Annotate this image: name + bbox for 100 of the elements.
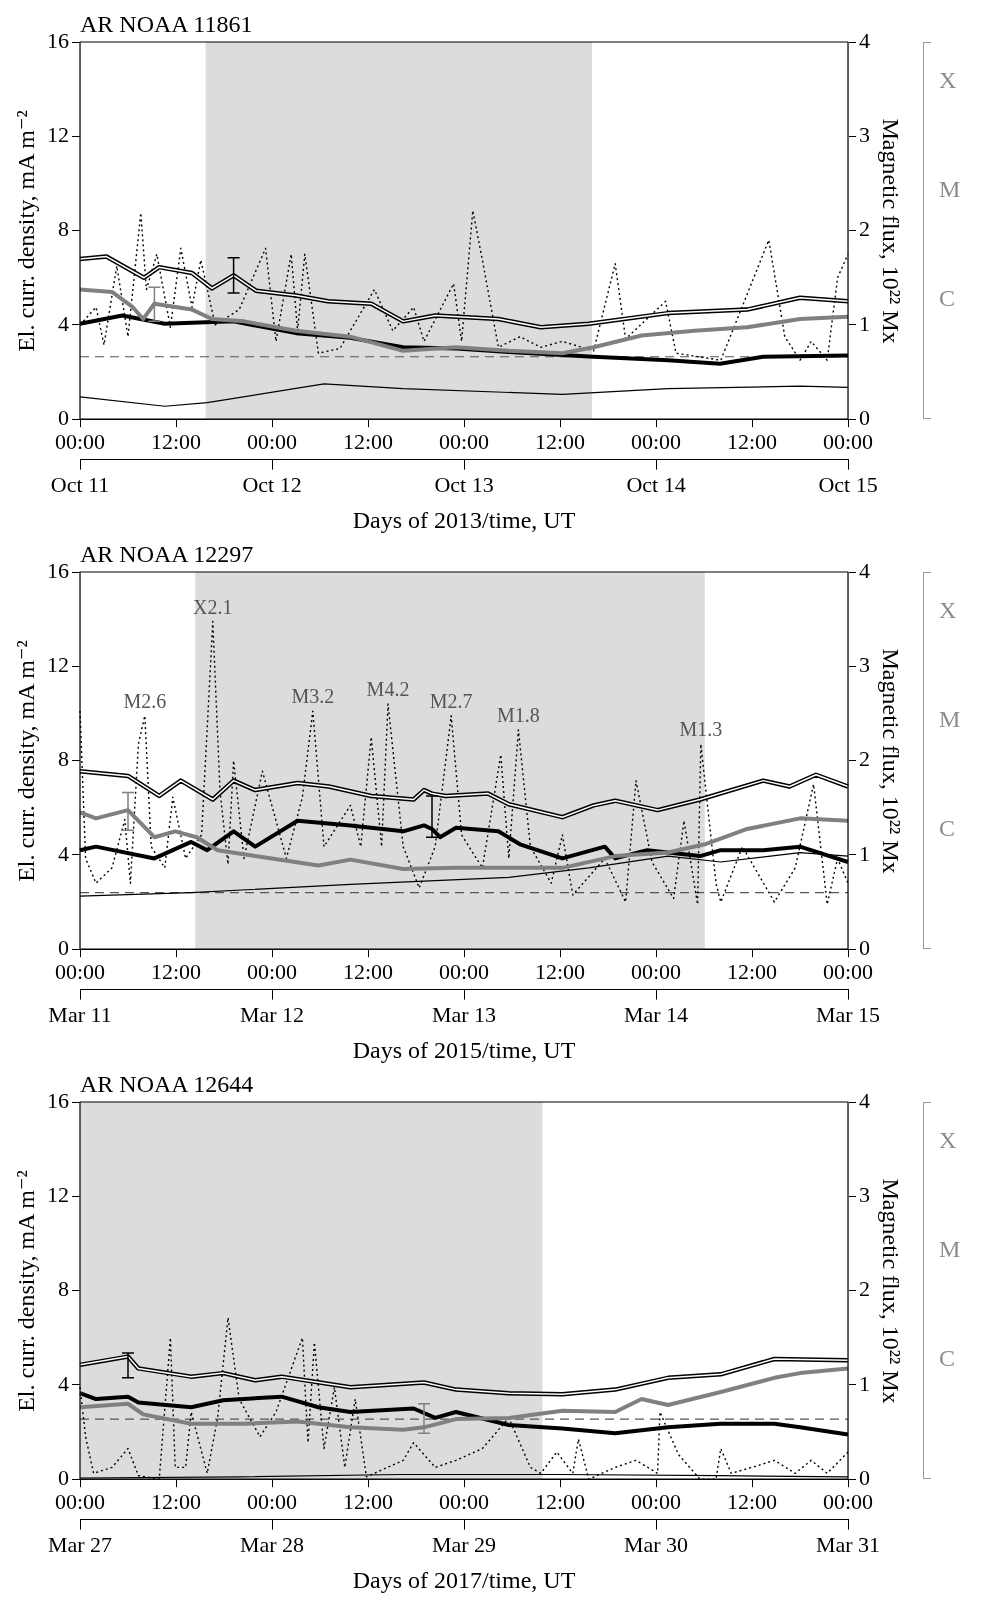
x-tick-label: 12:00	[150, 429, 202, 455]
x2-tick-label: Mar 29	[431, 1531, 497, 1557]
x-tick-label: 00:00	[54, 959, 106, 985]
x-tick-label: 12:00	[534, 429, 586, 455]
y2-axis-title: Magnetic flux, 10²² Mx	[877, 118, 905, 344]
annotation: M2.6	[123, 690, 167, 713]
x-tick-label: 00:00	[630, 429, 682, 455]
annotation: M2.7	[429, 690, 473, 713]
annotation: M1.3	[679, 718, 723, 741]
y-tick-label: 0	[58, 934, 69, 960]
y2-tick-label: 2	[859, 216, 870, 242]
x-tick-label: 12:00	[726, 959, 778, 985]
y-tick-label: 16	[47, 1087, 69, 1113]
y-tick-label: 4	[58, 310, 69, 336]
y2-tick-label: 0	[859, 934, 870, 960]
y-tick-label: 12	[47, 122, 69, 148]
text: X	[939, 65, 957, 94]
text: X	[939, 595, 957, 624]
x-tick-label: 00:00	[438, 429, 490, 455]
y2-tick-label: 2	[859, 746, 870, 772]
y2-tick-label: 4	[859, 1087, 870, 1113]
annotation: M3.2	[291, 685, 335, 708]
y2-axis-title: Magnetic flux, 10²² Mx	[877, 648, 905, 874]
y2-tick-label: 1	[859, 310, 870, 336]
y-tick-label: 4	[58, 1370, 69, 1396]
y-axis-title: El. curr. density, mA m⁻²	[12, 639, 40, 882]
x-tick-label: 12:00	[726, 1489, 778, 1515]
y2-tick-label: 3	[859, 652, 870, 678]
x-tick-label: 00:00	[246, 959, 298, 985]
y-tick-label: 12	[47, 652, 69, 678]
y-tick-label: 12	[47, 1182, 69, 1208]
x-axis-title: Days of 2015/time, UT	[352, 1036, 576, 1064]
x-tick-label: 00:00	[54, 1489, 106, 1515]
annotation: M4.2	[366, 678, 410, 701]
x-tick-label: 12:00	[150, 959, 202, 985]
y-tick-label: 16	[47, 557, 69, 583]
x-tick-label: 00:00	[630, 959, 682, 985]
x2-tick-label: Oct 11	[50, 471, 110, 497]
x-tick-label: 00:00	[246, 1489, 298, 1515]
x-tick-label: 00:00	[630, 1489, 682, 1515]
x-tick-label: 12:00	[150, 1489, 202, 1515]
y-tick-label: 8	[58, 746, 69, 772]
x-tick-label: 00:00	[822, 1489, 874, 1515]
x2-tick-label: Mar 30	[623, 1531, 689, 1557]
x-tick-label: 12:00	[342, 959, 394, 985]
text: C	[939, 284, 956, 313]
y-tick-label: 0	[58, 404, 69, 430]
y2-tick-label: 0	[859, 404, 870, 430]
y-tick-label: 8	[58, 1276, 69, 1302]
text: M	[939, 175, 961, 204]
text: M	[939, 1235, 961, 1264]
x2-tick-label: Mar 15	[815, 1001, 881, 1027]
x-tick-label: 12:00	[342, 429, 394, 455]
x2-tick-label: Mar 28	[239, 1531, 305, 1557]
x-axis-title: Days of 2017/time, UT	[352, 1566, 576, 1594]
x-axis-title: Days of 2013/time, UT	[352, 506, 576, 534]
chart-title: AR NOAA 11861	[80, 10, 253, 38]
text: M	[939, 705, 961, 734]
x2-tick-label: Mar 13	[431, 1001, 497, 1027]
y2-tick-label: 0	[859, 1464, 870, 1490]
y-tick-label: 0	[58, 1464, 69, 1490]
y2-axis-title: Magnetic flux, 10²² Mx	[877, 1178, 905, 1404]
x-tick-label: 00:00	[246, 429, 298, 455]
x-tick-label: 00:00	[822, 429, 874, 455]
text: C	[939, 1344, 956, 1373]
x2-tick-label: Mar 14	[623, 1001, 689, 1027]
x-tick-label: 00:00	[54, 429, 106, 455]
y-tick-label: 16	[47, 27, 69, 53]
annotation: X2.1	[193, 595, 233, 618]
x2-tick-label: Oct 14	[626, 471, 686, 497]
y-axis-title: El. curr. density, mA m⁻²	[12, 109, 40, 352]
x2-tick-label: Oct 15	[818, 471, 878, 497]
x2-tick-label: Mar 11	[48, 1001, 112, 1027]
x-tick-label: 12:00	[726, 429, 778, 455]
x2-tick-label: Oct 13	[434, 471, 494, 497]
x-tick-label: 12:00	[534, 1489, 586, 1515]
x2-tick-label: Mar 31	[815, 1531, 881, 1557]
text: X	[939, 1125, 957, 1154]
y2-tick-label: 1	[859, 1370, 870, 1396]
x-tick-label: 00:00	[438, 959, 490, 985]
x-tick-label: 00:00	[822, 959, 874, 985]
y-tick-label: 4	[58, 840, 69, 866]
annotation: M1.8	[497, 704, 540, 727]
x2-tick-label: Oct 12	[242, 471, 302, 497]
x-tick-label: 00:00	[438, 1489, 490, 1515]
chart-title: AR NOAA 12644	[80, 1070, 254, 1098]
x-tick-label: 12:00	[342, 1489, 394, 1515]
text: C	[939, 814, 956, 843]
x2-tick-label: Mar 12	[239, 1001, 305, 1027]
y2-tick-label: 3	[859, 1182, 870, 1208]
y-axis-title: El. curr. density, mA m⁻²	[12, 1169, 40, 1412]
y2-tick-label: 3	[859, 122, 870, 148]
y2-tick-label: 1	[859, 840, 870, 866]
y2-tick-label: 4	[859, 27, 870, 53]
chart-title: AR NOAA 12297	[80, 540, 254, 568]
y2-tick-label: 4	[859, 557, 870, 583]
y-tick-label: 8	[58, 216, 69, 242]
y2-tick-label: 2	[859, 1276, 870, 1302]
x2-tick-label: Mar 27	[47, 1531, 113, 1557]
x-tick-label: 12:00	[534, 959, 586, 985]
